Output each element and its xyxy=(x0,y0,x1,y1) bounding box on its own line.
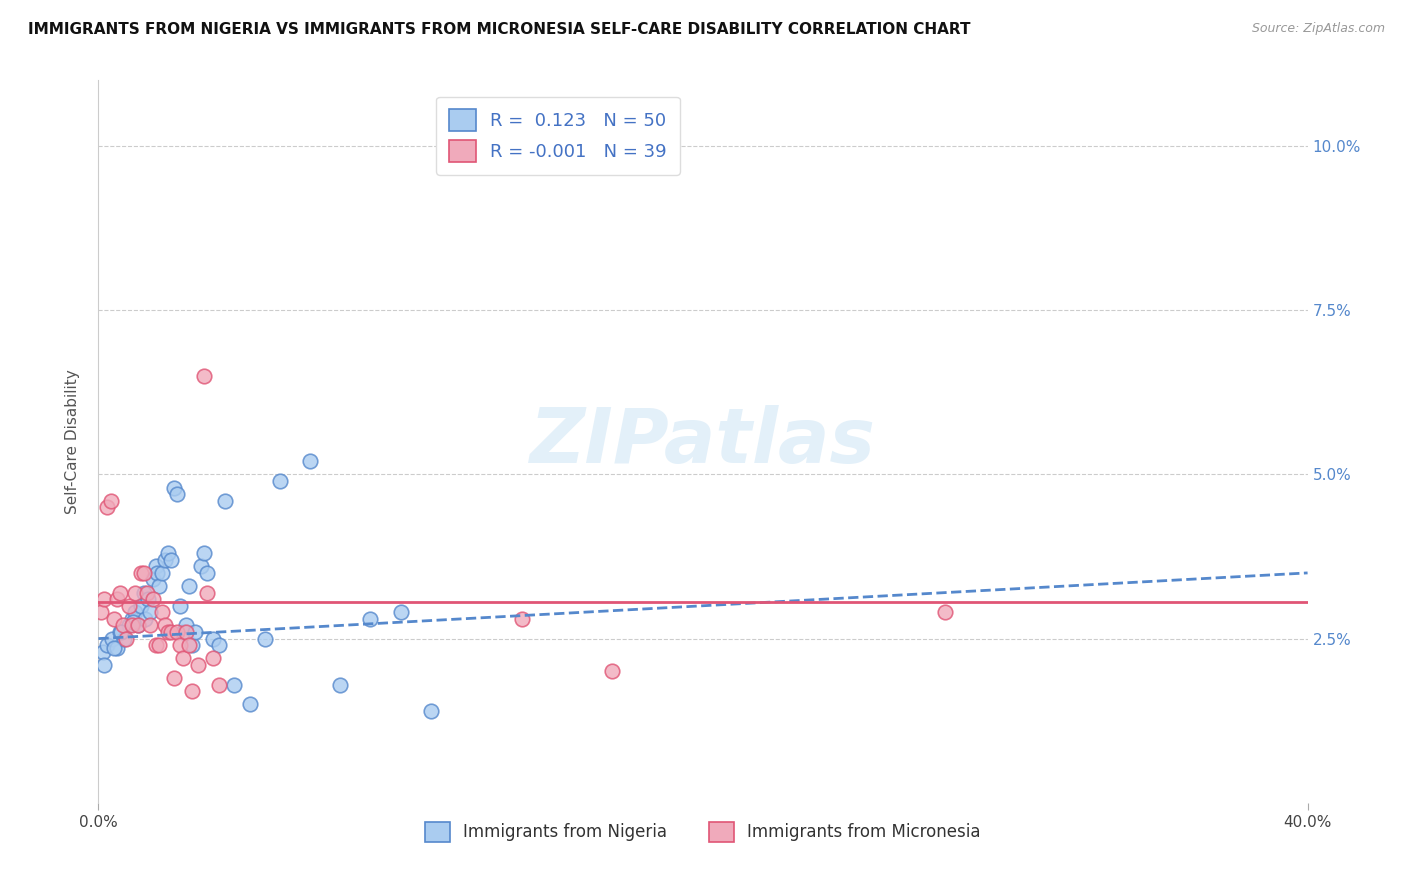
Point xyxy=(142,592,165,607)
Point xyxy=(153,553,176,567)
Point xyxy=(127,618,149,632)
Point xyxy=(202,651,225,665)
Point xyxy=(93,657,115,672)
Point xyxy=(329,677,352,691)
Point xyxy=(166,625,188,640)
Point xyxy=(150,605,173,619)
Point xyxy=(239,698,262,712)
Point xyxy=(193,546,215,560)
Point xyxy=(166,487,188,501)
Point xyxy=(103,641,125,656)
Point xyxy=(93,592,115,607)
Point xyxy=(208,677,231,691)
Y-axis label: Self-Care Disability: Self-Care Disability xyxy=(65,369,80,514)
Point xyxy=(114,632,136,646)
Point xyxy=(153,618,176,632)
Point xyxy=(269,474,291,488)
Point xyxy=(179,579,201,593)
Point xyxy=(132,566,155,580)
Point xyxy=(195,585,218,599)
Point xyxy=(118,599,141,613)
Point xyxy=(163,481,186,495)
Point xyxy=(156,625,179,640)
Point xyxy=(602,665,624,679)
Point xyxy=(105,641,128,656)
Point xyxy=(111,618,134,632)
Point xyxy=(145,638,167,652)
Point xyxy=(360,612,382,626)
Point xyxy=(510,612,533,626)
Point xyxy=(103,612,125,626)
Point xyxy=(96,638,118,652)
Point xyxy=(172,625,194,640)
Point xyxy=(169,638,191,652)
Point xyxy=(100,493,122,508)
Point xyxy=(112,632,135,646)
Point xyxy=(124,605,146,619)
Point xyxy=(299,454,322,468)
Point xyxy=(172,651,194,665)
Point xyxy=(142,573,165,587)
Point xyxy=(148,638,170,652)
Point xyxy=(118,618,141,632)
Point xyxy=(110,625,132,640)
Point xyxy=(224,677,246,691)
Point xyxy=(202,632,225,646)
Point xyxy=(163,671,186,685)
Point xyxy=(169,599,191,613)
Point xyxy=(139,618,162,632)
Point xyxy=(179,638,201,652)
Point xyxy=(105,592,128,607)
Point xyxy=(90,605,112,619)
Point xyxy=(214,493,236,508)
Point xyxy=(122,615,145,630)
Point xyxy=(160,625,183,640)
Text: Source: ZipAtlas.com: Source: ZipAtlas.com xyxy=(1251,22,1385,36)
Point xyxy=(190,559,212,574)
Point xyxy=(174,625,197,640)
Point xyxy=(150,566,173,580)
Point xyxy=(96,500,118,515)
Point xyxy=(145,559,167,574)
Point xyxy=(124,585,146,599)
Legend: Immigrants from Nigeria, Immigrants from Micronesia: Immigrants from Nigeria, Immigrants from… xyxy=(419,815,987,848)
Point xyxy=(129,566,152,580)
Point xyxy=(195,566,218,580)
Point xyxy=(187,657,209,672)
Point xyxy=(389,605,412,619)
Point xyxy=(101,632,124,646)
Point xyxy=(181,638,204,652)
Point xyxy=(135,585,157,599)
Point xyxy=(181,684,204,698)
Point xyxy=(193,368,215,383)
Point xyxy=(160,553,183,567)
Point xyxy=(108,625,131,640)
Point xyxy=(136,592,159,607)
Text: ZIPatlas: ZIPatlas xyxy=(530,405,876,478)
Point xyxy=(139,605,162,619)
Text: IMMIGRANTS FROM NIGERIA VS IMMIGRANTS FROM MICRONESIA SELF-CARE DISABILITY CORRE: IMMIGRANTS FROM NIGERIA VS IMMIGRANTS FR… xyxy=(28,22,970,37)
Point xyxy=(129,599,152,613)
Point xyxy=(934,605,956,619)
Point xyxy=(121,618,143,632)
Point xyxy=(208,638,231,652)
Point xyxy=(108,585,131,599)
Point xyxy=(121,612,143,626)
Point xyxy=(156,546,179,560)
Point xyxy=(184,625,207,640)
Point xyxy=(146,566,169,580)
Point xyxy=(132,585,155,599)
Point xyxy=(253,632,276,646)
Point xyxy=(174,618,197,632)
Point xyxy=(134,612,156,626)
Point xyxy=(91,645,114,659)
Point xyxy=(148,579,170,593)
Point xyxy=(127,618,149,632)
Point xyxy=(420,704,443,718)
